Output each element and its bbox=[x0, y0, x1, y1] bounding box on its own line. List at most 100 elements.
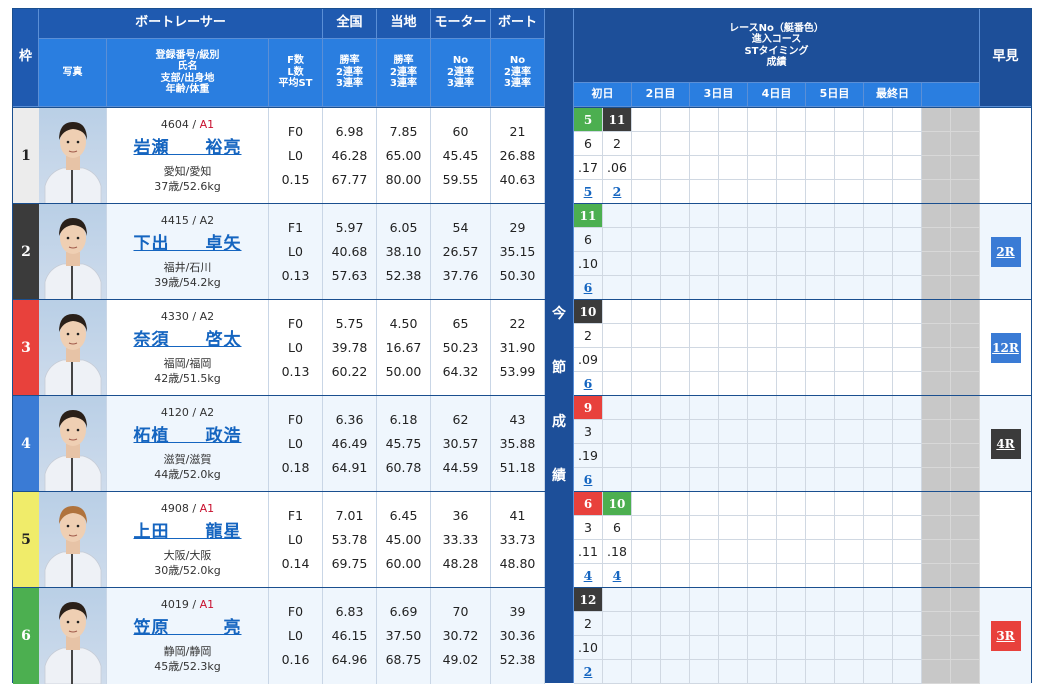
day-header-6: 最終日 bbox=[864, 83, 922, 107]
racer-photo[interactable] bbox=[39, 588, 107, 684]
header-zenkoku-label: 全国 bbox=[336, 15, 363, 31]
race-cell bbox=[835, 564, 864, 588]
avg-st: 0.13 bbox=[281, 268, 310, 283]
race-result-link[interactable]: 6 bbox=[583, 376, 593, 391]
race-cell bbox=[922, 276, 951, 300]
race-cell bbox=[603, 636, 632, 660]
waku-label: 2 bbox=[21, 244, 31, 260]
race-result-link[interactable]: 5 bbox=[583, 184, 593, 199]
race-result-link[interactable]: 2 bbox=[612, 184, 622, 199]
registration-number: 4415 bbox=[160, 213, 189, 227]
boat-value: 53.99 bbox=[499, 364, 536, 379]
race-result-link[interactable]: 6 bbox=[583, 280, 593, 295]
motor-value: 59.55 bbox=[442, 172, 479, 187]
header-hayami-label: 早見 bbox=[992, 49, 1019, 65]
race-number: 10 bbox=[579, 304, 597, 319]
race-cell bbox=[922, 588, 951, 612]
racer-photo[interactable] bbox=[39, 300, 107, 396]
racer-photo[interactable] bbox=[39, 204, 107, 300]
race-cell bbox=[893, 252, 922, 276]
zenkoku-value: 46.15 bbox=[331, 628, 368, 643]
racer-class: A2 bbox=[199, 405, 215, 419]
st-cell: .11 bbox=[574, 540, 603, 564]
race-cell bbox=[864, 660, 893, 684]
hayami-cell: 4R bbox=[980, 396, 1031, 492]
header-photo: 写真 bbox=[39, 39, 107, 107]
header-boat-sub: No 2連率 3連率 bbox=[491, 39, 545, 107]
race-grid-bg bbox=[574, 300, 922, 396]
race-cell bbox=[835, 468, 864, 492]
race-cell bbox=[661, 372, 690, 396]
race-cell bbox=[864, 444, 893, 468]
header-fl: F数 L数 平均ST bbox=[269, 39, 323, 107]
header-fl-line: F数 bbox=[287, 55, 304, 67]
racer-branch-hometown: 大阪/大阪 bbox=[163, 548, 212, 562]
race-cell bbox=[777, 228, 806, 252]
waku-label: 5 bbox=[21, 532, 31, 548]
zenkoku-value: 46.28 bbox=[331, 148, 368, 163]
l-count: L0 bbox=[288, 148, 303, 163]
boat-value: 40.63 bbox=[499, 172, 536, 187]
race-cell bbox=[777, 300, 806, 324]
hayami-race-button[interactable]: 3R bbox=[990, 621, 1021, 651]
hayami-race-button[interactable]: 12R bbox=[990, 333, 1021, 363]
racer-name-link[interactable]: 柘植 政浩 bbox=[133, 425, 242, 446]
racer-name-link[interactable]: 奈須 啓太 bbox=[133, 329, 242, 350]
result-cell: 2 bbox=[603, 180, 632, 204]
boat-stats: 43 35.88 51.18 bbox=[491, 396, 545, 492]
race-cell bbox=[748, 540, 777, 564]
race-cell bbox=[893, 588, 922, 612]
race-number-cell: 5 bbox=[574, 108, 603, 132]
hayami-race-button[interactable]: 2R bbox=[990, 237, 1021, 267]
zenkoku-value: 69.75 bbox=[331, 556, 368, 571]
racer-age-weight: 44歳/52.0kg bbox=[154, 468, 221, 481]
result-cell: 2 bbox=[574, 660, 603, 684]
motor-value: 60 bbox=[452, 124, 469, 139]
race-cell bbox=[632, 300, 661, 324]
race-cell bbox=[777, 660, 806, 684]
race-cell bbox=[690, 636, 719, 660]
st-timing: .18 bbox=[607, 544, 627, 559]
avg-st: 0.13 bbox=[281, 364, 310, 379]
race-cell bbox=[835, 252, 864, 276]
touchi-stats: 6.69 37.50 68.75 bbox=[377, 588, 431, 684]
racer-name-link[interactable]: 岩瀬 裕亮 bbox=[133, 137, 242, 158]
racer-photo[interactable] bbox=[39, 492, 107, 588]
hayami-race-button[interactable]: 4R bbox=[990, 429, 1021, 459]
racer-name-link[interactable]: 笠原 亮 bbox=[133, 617, 242, 638]
race-result-link[interactable]: 4 bbox=[583, 568, 593, 583]
touchi-value: 7.85 bbox=[389, 124, 418, 139]
racer-name-link[interactable]: 上田 龍星 bbox=[133, 521, 242, 542]
race-cell bbox=[806, 420, 835, 444]
racer-photo[interactable] bbox=[39, 396, 107, 492]
st-timing: .10 bbox=[578, 640, 598, 655]
race-cell bbox=[777, 324, 806, 348]
race-result-link[interactable]: 6 bbox=[583, 472, 593, 487]
header-boat-label: ボート bbox=[497, 15, 537, 31]
race-result-link[interactable]: 2 bbox=[583, 664, 593, 679]
zenkoku-value: 67.77 bbox=[331, 172, 368, 187]
day-header-2: 2日目 bbox=[632, 83, 690, 107]
race-cell bbox=[777, 492, 806, 516]
day-header-1: 初日 bbox=[574, 83, 632, 107]
sub-label: 勝率 bbox=[339, 55, 360, 67]
touchi-value: 38.10 bbox=[385, 244, 422, 259]
race-cell bbox=[603, 324, 632, 348]
race-cell bbox=[777, 420, 806, 444]
racer-photo[interactable] bbox=[39, 108, 107, 204]
race-cell bbox=[748, 588, 777, 612]
race-cell bbox=[690, 348, 719, 372]
touchi-value: 6.69 bbox=[389, 604, 418, 619]
racer-class: A2 bbox=[199, 213, 215, 227]
race-cell bbox=[748, 204, 777, 228]
fl-stats: F0 L0 0.16 bbox=[269, 588, 323, 684]
race-result-link[interactable]: 4 bbox=[612, 568, 622, 583]
race-cell bbox=[922, 132, 951, 156]
racer-photo-icon bbox=[44, 314, 101, 396]
motor-value: 30.72 bbox=[442, 628, 479, 643]
race-cell bbox=[951, 420, 980, 444]
race-cell bbox=[777, 516, 806, 540]
race-cell bbox=[893, 108, 922, 132]
course-cell: 6 bbox=[603, 516, 632, 540]
racer-name-link[interactable]: 下出 卓矢 bbox=[133, 233, 242, 254]
